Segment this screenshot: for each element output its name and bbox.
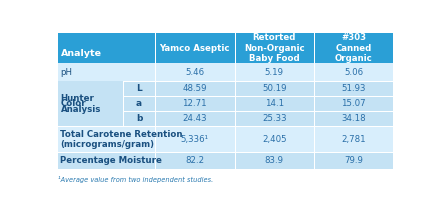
Text: Retorted
Non-Organic
Baby Food: Retorted Non-Organic Baby Food	[244, 33, 304, 63]
Bar	[155, 152, 156, 169]
Bar	[155, 96, 156, 111]
Text: 2,781: 2,781	[341, 135, 366, 144]
Bar	[314, 63, 315, 81]
Bar	[155, 63, 156, 81]
Bar	[58, 96, 393, 111]
Bar	[58, 111, 393, 112]
Text: Hunter: Hunter	[60, 94, 94, 103]
Text: b: b	[136, 114, 142, 123]
Bar	[314, 111, 315, 126]
Bar	[314, 81, 315, 96]
Bar	[58, 126, 393, 152]
Bar	[123, 81, 124, 126]
Text: 5.19: 5.19	[265, 68, 284, 77]
Text: Analysis: Analysis	[60, 105, 101, 114]
Text: 79.9: 79.9	[344, 156, 363, 165]
Bar	[314, 152, 315, 169]
Text: L: L	[136, 84, 142, 93]
Bar	[58, 152, 393, 169]
Bar	[58, 63, 393, 81]
Bar	[58, 96, 393, 97]
Bar	[123, 111, 393, 112]
Bar	[155, 111, 156, 126]
Text: pH: pH	[60, 68, 73, 77]
Bar	[123, 96, 393, 97]
Text: 5.06: 5.06	[344, 68, 363, 77]
Bar	[155, 81, 156, 96]
Text: Yamco Aseptic: Yamco Aseptic	[160, 44, 230, 53]
Text: 83.9: 83.9	[265, 156, 284, 165]
Bar	[58, 111, 393, 126]
Text: 48.59: 48.59	[183, 84, 207, 93]
Text: 5.46: 5.46	[185, 68, 204, 77]
Text: 82.2: 82.2	[185, 156, 204, 165]
Text: 24.43: 24.43	[183, 114, 207, 123]
Text: 25.33: 25.33	[262, 114, 286, 123]
Text: Percentage Moisture: Percentage Moisture	[60, 156, 162, 165]
Bar	[314, 33, 315, 63]
Text: 50.19: 50.19	[262, 84, 286, 93]
Bar	[58, 126, 393, 127]
Text: 5,336¹: 5,336¹	[181, 135, 209, 144]
Bar	[58, 33, 393, 63]
Text: Analyte: Analyte	[60, 49, 102, 58]
Bar	[155, 126, 156, 152]
Bar	[155, 33, 156, 63]
Text: 34.18: 34.18	[341, 114, 366, 123]
Text: 51.93: 51.93	[341, 84, 366, 93]
Text: 14.1: 14.1	[265, 99, 284, 108]
Text: Total Carotene Retention
(micrograms/gram): Total Carotene Retention (micrograms/gra…	[60, 130, 183, 149]
Bar	[58, 81, 393, 96]
Text: 15.07: 15.07	[341, 99, 366, 108]
Text: #303
Canned
Organic: #303 Canned Organic	[335, 33, 373, 63]
Text: ¹Average value from two independent studies.: ¹Average value from two independent stud…	[58, 176, 213, 183]
Bar	[58, 81, 123, 126]
Bar	[314, 126, 315, 152]
Text: 2,405: 2,405	[262, 135, 286, 144]
Text: 12.71: 12.71	[183, 99, 207, 108]
Bar	[314, 96, 315, 111]
Text: a: a	[136, 99, 142, 108]
Text: Color: Color	[60, 99, 86, 108]
